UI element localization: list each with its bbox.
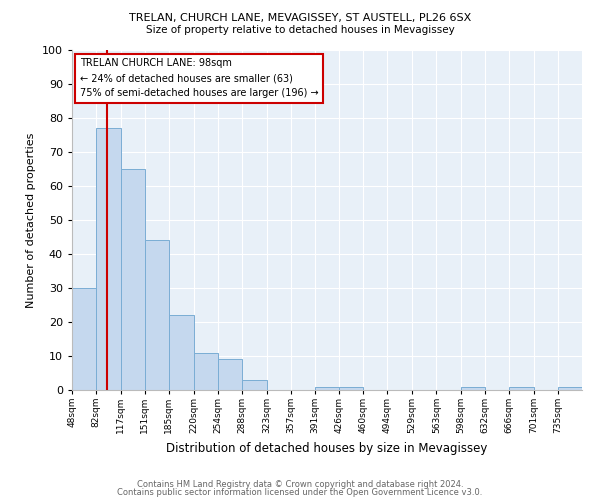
Text: Contains public sector information licensed under the Open Government Licence v3: Contains public sector information licen… (118, 488, 482, 497)
Bar (242, 380, 266, 390)
Bar (340, 386, 364, 390)
Bar (314, 386, 340, 390)
X-axis label: Distribution of detached houses by size in Mevagissey: Distribution of detached houses by size … (166, 442, 488, 454)
Text: TRELAN CHURCH LANE: 98sqm
← 24% of detached houses are smaller (63)
75% of semi-: TRELAN CHURCH LANE: 98sqm ← 24% of detac… (80, 58, 318, 98)
Bar (218, 360, 242, 390)
Bar (169, 315, 194, 390)
Bar (121, 169, 145, 390)
Bar (509, 386, 534, 390)
Bar (96, 128, 121, 390)
Bar (145, 240, 169, 390)
Bar (72, 288, 96, 390)
Text: Contains HM Land Registry data © Crown copyright and database right 2024.: Contains HM Land Registry data © Crown c… (137, 480, 463, 489)
Text: TRELAN, CHURCH LANE, MEVAGISSEY, ST AUSTELL, PL26 6SX: TRELAN, CHURCH LANE, MEVAGISSEY, ST AUST… (129, 12, 471, 22)
Text: Size of property relative to detached houses in Mevagissey: Size of property relative to detached ho… (146, 25, 454, 35)
Y-axis label: Number of detached properties: Number of detached properties (26, 132, 37, 308)
Bar (558, 386, 582, 390)
Bar (194, 352, 218, 390)
Bar (461, 386, 485, 390)
